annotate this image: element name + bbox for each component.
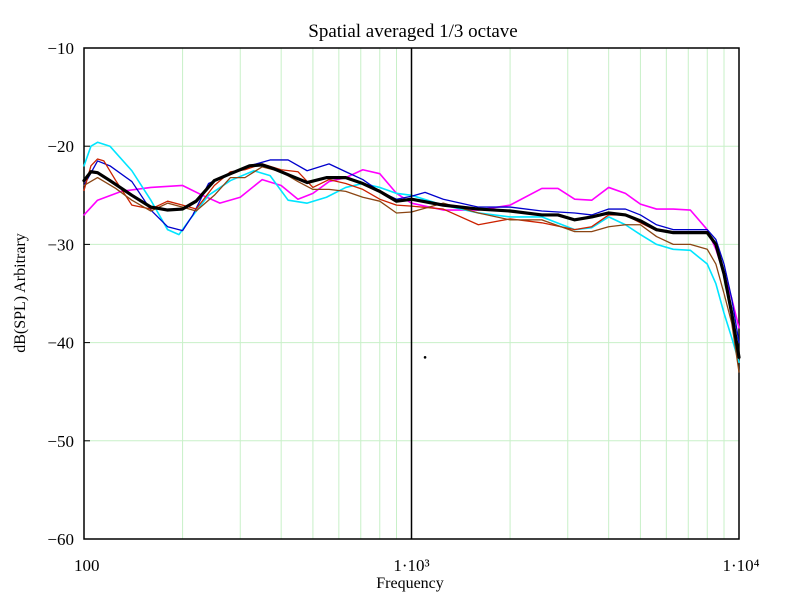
marker-point: [423, 356, 427, 359]
x-tick-label: 100: [74, 556, 100, 575]
y-tick-label: −30: [47, 235, 74, 254]
x-tick-label: 1·10⁴: [722, 556, 759, 575]
chart-title: Spatial averaged 1/3 octave: [308, 21, 517, 42]
x-tick-label: 1·10³: [393, 556, 429, 575]
series-line-1: [83, 168, 740, 329]
series-line-2: [83, 141, 740, 364]
y-tick-label: −20: [47, 137, 74, 156]
y-tick-label: −10: [47, 39, 74, 58]
y-axis-label: dB(SPL) Arbitrary: [12, 233, 29, 353]
y-tick-label: −40: [47, 334, 74, 353]
y-tick-label: −50: [47, 432, 74, 451]
x-axis-label: Frequency: [376, 575, 444, 592]
series-line-3: [83, 159, 740, 344]
series-line-6: [82, 163, 741, 359]
y-axis: −10 −20 −30 −40 −50 −60: [47, 39, 90, 549]
series-group: [82, 141, 741, 373]
y-tick-label: −60: [47, 530, 74, 549]
x-axis: 100 1·10³ 1·10⁴: [74, 556, 760, 575]
